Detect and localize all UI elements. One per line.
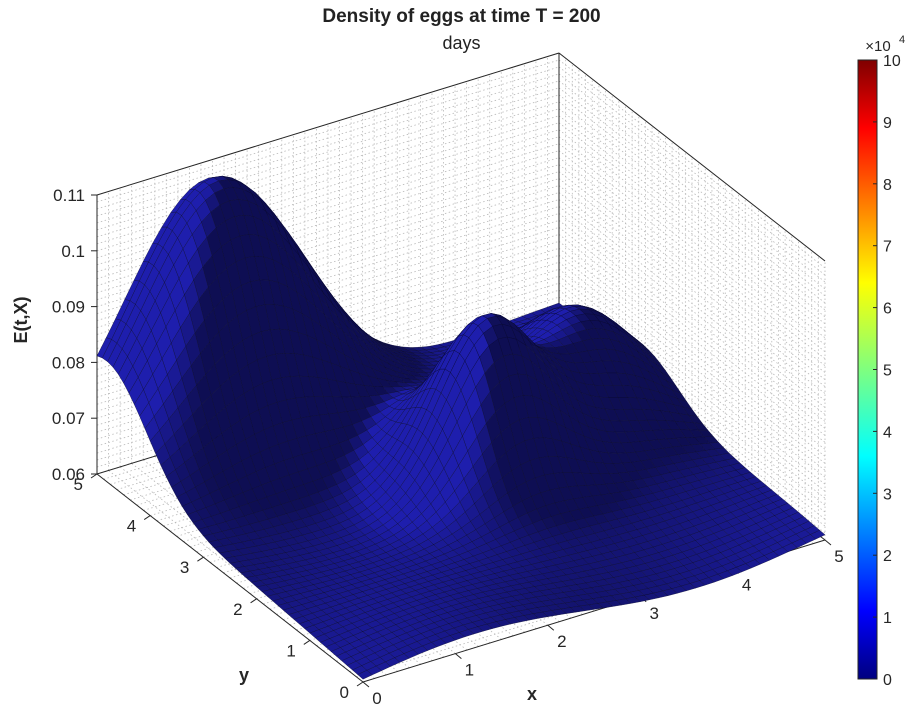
x-tick-label: 0 <box>372 689 381 708</box>
z-tick-label: 0.09 <box>52 298 85 317</box>
colorbar-tick-label: 9 <box>883 115 892 132</box>
colorbar-exponent: 4 <box>899 34 905 46</box>
surface-mesh <box>96 175 826 680</box>
y-tick-label: 0 <box>340 683 349 702</box>
x-tick-label: 2 <box>557 632 566 651</box>
x-tick-label: 1 <box>465 661 474 680</box>
y-tick-label: 2 <box>233 600 242 619</box>
chart-title: Density of eggs at time T = 200 <box>322 6 601 27</box>
y-tick-label: 3 <box>180 558 189 577</box>
colorbar-tick-label: 7 <box>883 239 892 256</box>
z-tick-label: 0.1 <box>61 242 85 261</box>
x-axis-label: x <box>527 684 537 704</box>
colorbar: 0 1 2 3 4 5 6 7 8 9 10×10 4 <box>857 34 905 689</box>
colorbar-tick-label: 6 <box>883 301 892 318</box>
y-axis-label: y <box>239 665 249 685</box>
y-tick-label: 4 <box>127 517 136 536</box>
colorbar-tick-label: 8 <box>883 177 892 194</box>
colorbar-tick-label: 2 <box>883 548 892 565</box>
colorbar-tick-label: 3 <box>883 486 892 503</box>
z-tick-label: 0.11 <box>53 186 85 205</box>
x-tick-label: 4 <box>742 575 751 594</box>
z-tick-label: 0.06 <box>52 465 85 484</box>
z-tick-label: 0.08 <box>52 353 85 372</box>
chart-subtitle: days <box>442 33 481 53</box>
colorbar-tick-label: 1 <box>883 610 892 627</box>
colorbar-tick-label: 0 <box>883 672 892 689</box>
y-tick-label: 1 <box>286 641 295 660</box>
colorbar-tick-label: 4 <box>883 424 892 441</box>
colorbar-tick-label: 5 <box>883 363 892 380</box>
x-tick-label: 3 <box>649 604 658 623</box>
colorbar-multiplier: ×10 <box>865 38 890 55</box>
colorbar-tick-label: 10 <box>883 53 901 70</box>
z-tick-label: 0.07 <box>52 409 85 428</box>
y-tick-label: 5 <box>74 475 83 494</box>
x-tick-label: 5 <box>834 547 843 566</box>
z-axis-label: E(t,X) <box>11 296 31 343</box>
axis-labels: x y E(t,X) <box>11 296 537 704</box>
